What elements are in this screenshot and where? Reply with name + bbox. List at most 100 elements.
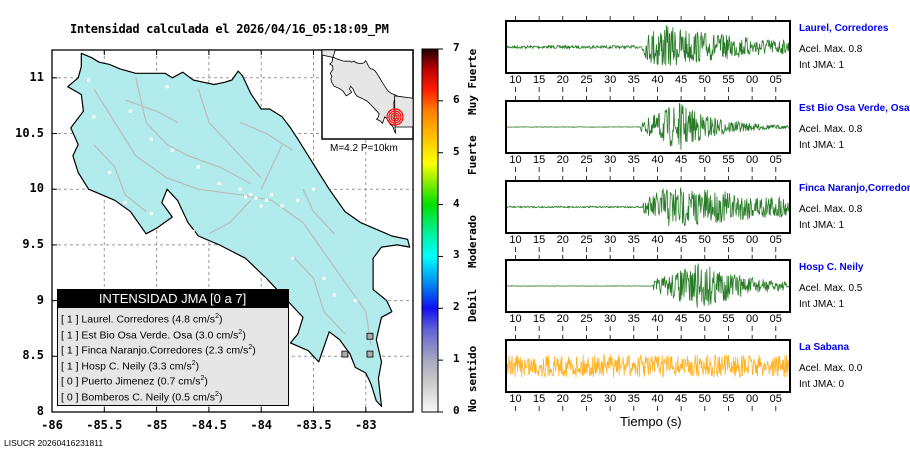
seismogram-tick-label: 45 [675, 154, 688, 166]
town-marker [296, 198, 300, 202]
colorbar-tick-label: 0 [453, 404, 460, 417]
seismogram-tick-label: 55 [722, 313, 735, 325]
seismogram-tick-label: 15 [533, 154, 546, 166]
town-marker [270, 193, 274, 197]
seismogram-tick-label: 05 [769, 154, 782, 166]
map-x-tick-label: -85 [145, 418, 168, 432]
epicenter-ring [388, 110, 402, 124]
seismogram-tick-label: 45 [675, 313, 688, 325]
seismogram-tick-label: 40 [651, 74, 664, 86]
colorbar-tick-label: 7 [453, 41, 460, 54]
seismogram-tick-label: 55 [722, 74, 735, 86]
seismogram-tick-label: 25 [580, 234, 593, 246]
seismogram-tick-label: 10 [509, 234, 522, 246]
seismogram-tick-label: 30 [604, 154, 617, 166]
colorbar-tick-label: 4 [453, 196, 460, 210]
seismogram-trace [505, 263, 791, 308]
town-marker [259, 204, 263, 208]
seismogram-tick-label: 10 [509, 74, 522, 86]
seismogram-tick-label: 55 [722, 154, 735, 166]
map-y-tick-label: 10 [29, 181, 44, 196]
colorbar-tick-label: 1 [453, 352, 460, 366]
colorbar-tick-label: 5 [453, 144, 460, 158]
map-title: Intensidad calculada el 2026/04/16_05:18… [70, 22, 389, 36]
legend-item: [ 1 ] Laurel. Corredores (4.8 cm/s2) [61, 313, 223, 326]
town-marker [165, 85, 169, 89]
seismogram-tick-label: 30 [604, 393, 617, 405]
seismogram-tick-label: 10 [509, 154, 522, 166]
seismogram-tick-label: 30 [604, 74, 617, 86]
seismogram-tick-label: 40 [651, 313, 664, 325]
legend-item: [ 1 ] Finca Naranjo.Corredores (2.3 cm/s… [61, 344, 256, 357]
town-marker [238, 187, 242, 191]
seismogram-tick-label: 30 [604, 313, 617, 325]
station-name: La Sabana [799, 342, 850, 353]
legend-title: INTENSIDAD JMA [0 a 7] [57, 289, 288, 308]
seismogram-tick-label: 25 [580, 154, 593, 166]
road [125, 99, 178, 123]
epicenter-ring [392, 114, 398, 120]
station-name: Laurel, Corredores [799, 23, 889, 34]
seismogram-tick-label: 45 [675, 74, 688, 86]
seismogram-tick-label: 50 [698, 393, 711, 405]
seismogram-trace [505, 353, 791, 379]
seismogram-tick-label: 05 [769, 74, 782, 86]
seismogram-tick-label: 00 [746, 234, 759, 246]
map-y-tick-label: 8 [36, 404, 44, 418]
seismogram-x-axis-title: Tiempo (s) [620, 414, 682, 429]
town-marker [92, 115, 96, 119]
seismogram-tick-label: 25 [580, 393, 593, 405]
seismogram-tick-label: 00 [746, 154, 759, 166]
seismogram-tick-label: 40 [651, 393, 664, 405]
map-ticks [51, 50, 367, 413]
seismogram-frame [505, 20, 791, 74]
road [302, 188, 335, 235]
seismogram-tick-label: 55 [722, 234, 735, 246]
legend-item: [ 0 ] Puerto Jimenez (0.7 cm/s2) [61, 375, 208, 388]
seismogram-tick-label: 15 [533, 234, 546, 246]
map-x-tick-label: -86 [41, 418, 63, 432]
seismogram-tick-label: 35 [627, 313, 640, 325]
costa-rica-outline [67, 52, 411, 407]
station-marker [366, 332, 374, 340]
town-marker [332, 293, 336, 297]
seismogram-tick-label: 10 [509, 313, 522, 325]
road [197, 88, 262, 179]
colorbar-ticks [438, 48, 443, 413]
costa-rica-land [67, 52, 411, 407]
seismogram-tick-label: 00 [746, 313, 759, 325]
colorbar-category-label: Muy Fuerte [466, 48, 479, 115]
seismogram-tick-label: 45 [675, 234, 688, 246]
seismogram-tick-label: 50 [698, 154, 711, 166]
seismogram-tick-label: 05 [769, 234, 782, 246]
seismogram-tick-label: 10 [509, 393, 522, 405]
town-marker [280, 204, 284, 208]
seismogram-tick-label: 15 [533, 74, 546, 86]
station-acel-max: Acel. Max. 0.5 [799, 283, 863, 294]
town-markers [87, 78, 357, 303]
town-marker [264, 198, 268, 202]
road-network [93, 77, 372, 346]
seismogram-frame [505, 180, 791, 234]
map-y-tick-label: 11 [29, 69, 44, 84]
map-y-tick-label: 8.5 [22, 348, 44, 363]
town-marker [123, 201, 127, 205]
seismogram-tick-label: 05 [769, 393, 782, 405]
epicenter-marker [386, 108, 404, 126]
map-frame [51, 49, 414, 413]
seismogram-frame [505, 100, 791, 154]
colorbar-tick-label: 3 [453, 248, 460, 262]
road [240, 121, 293, 151]
seismogram-tick-label: 00 [746, 393, 759, 405]
colorbar-tick-label: 2 [453, 300, 460, 314]
road [208, 199, 252, 235]
station-acel-max: Acel. Max. 0.0 [799, 363, 863, 374]
road [260, 144, 283, 190]
station-int-jma: Int JMA: 1 [799, 299, 845, 310]
map-x-tick-label: -84 [250, 418, 273, 432]
station-int-jma: Int JMA: 0 [799, 379, 845, 390]
map-x-tick-label: -84.5 [190, 418, 227, 432]
map-y-tick-label: 9.5 [22, 236, 44, 251]
seismogram-trace [505, 25, 791, 66]
map-x-tick-label: -85.5 [86, 418, 123, 432]
